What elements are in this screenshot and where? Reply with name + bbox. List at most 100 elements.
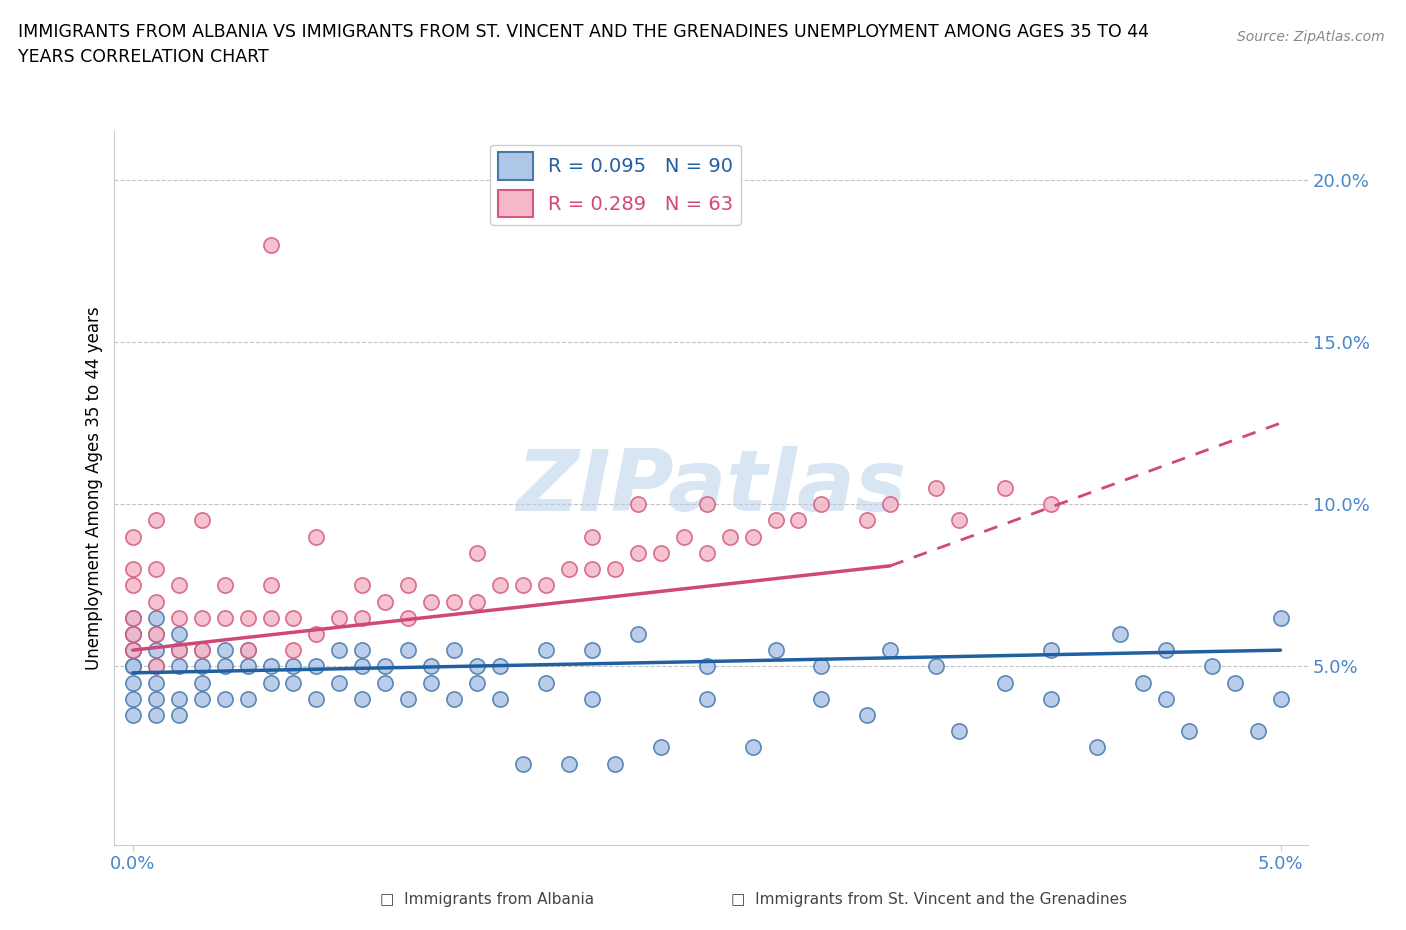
Point — [581, 529, 603, 544]
Point — [1270, 691, 1292, 706]
Point — [718, 529, 741, 544]
Point — [190, 675, 212, 690]
Point — [145, 675, 167, 690]
Point — [283, 643, 305, 658]
Point — [214, 691, 236, 706]
Point — [190, 643, 212, 658]
Point — [283, 659, 305, 674]
Point — [1132, 675, 1154, 690]
Point — [650, 545, 672, 560]
Point — [1039, 497, 1062, 512]
Point — [145, 643, 167, 658]
Point — [121, 643, 143, 658]
Point — [994, 481, 1017, 496]
Point — [190, 610, 212, 625]
Point — [121, 708, 143, 723]
Point — [925, 481, 948, 496]
Point — [214, 643, 236, 658]
Point — [167, 659, 190, 674]
Point — [1154, 643, 1177, 658]
Point — [420, 659, 443, 674]
Point — [190, 513, 212, 528]
Point — [145, 610, 167, 625]
Point — [145, 513, 167, 528]
Point — [696, 545, 718, 560]
Point — [856, 708, 879, 723]
Point — [121, 691, 143, 706]
Point — [283, 610, 305, 625]
Point — [328, 610, 350, 625]
Point — [627, 627, 650, 642]
Point — [328, 643, 350, 658]
Point — [534, 643, 557, 658]
Point — [236, 659, 259, 674]
Point — [581, 691, 603, 706]
Point — [145, 562, 167, 577]
Point — [741, 529, 763, 544]
Point — [696, 691, 718, 706]
Point — [167, 578, 190, 592]
Point — [374, 594, 396, 609]
Point — [121, 675, 143, 690]
Point — [214, 578, 236, 592]
Point — [672, 529, 695, 544]
Point — [374, 675, 396, 690]
Point — [121, 627, 143, 642]
Point — [581, 562, 603, 577]
Point — [1108, 627, 1130, 642]
Point — [465, 675, 488, 690]
Point — [489, 578, 512, 592]
Point — [581, 643, 603, 658]
Point — [283, 675, 305, 690]
Point — [305, 659, 328, 674]
Point — [145, 627, 167, 642]
Point — [512, 578, 534, 592]
Text: □  Immigrants from Albania: □ Immigrants from Albania — [380, 892, 593, 907]
Point — [465, 545, 488, 560]
Point — [396, 643, 419, 658]
Point — [879, 497, 901, 512]
Point — [305, 691, 328, 706]
Point — [1223, 675, 1246, 690]
Point — [145, 691, 167, 706]
Point — [1201, 659, 1223, 674]
Point — [167, 708, 190, 723]
Point — [190, 659, 212, 674]
Point — [236, 643, 259, 658]
Point — [305, 627, 328, 642]
Point — [214, 659, 236, 674]
Point — [167, 643, 190, 658]
Point — [603, 756, 626, 771]
Point — [1177, 724, 1199, 738]
Point — [1154, 691, 1177, 706]
Point — [420, 594, 443, 609]
Point — [305, 529, 328, 544]
Point — [236, 643, 259, 658]
Point — [1270, 610, 1292, 625]
Point — [352, 643, 374, 658]
Point — [145, 708, 167, 723]
Point — [121, 659, 143, 674]
Point — [994, 675, 1017, 690]
Point — [121, 529, 143, 544]
Point — [259, 675, 281, 690]
Point — [1039, 643, 1062, 658]
Point — [121, 562, 143, 577]
Point — [558, 756, 581, 771]
Point — [465, 659, 488, 674]
Point — [925, 659, 948, 674]
Point — [810, 659, 832, 674]
Point — [259, 659, 281, 674]
Point — [145, 627, 167, 642]
Text: Source: ZipAtlas.com: Source: ZipAtlas.com — [1237, 30, 1385, 44]
Point — [603, 562, 626, 577]
Point — [167, 643, 190, 658]
Point — [352, 610, 374, 625]
Y-axis label: Unemployment Among Ages 35 to 44 years: Unemployment Among Ages 35 to 44 years — [86, 306, 103, 670]
Point — [190, 643, 212, 658]
Point — [627, 545, 650, 560]
Point — [396, 691, 419, 706]
Point — [443, 594, 465, 609]
Point — [167, 627, 190, 642]
Point — [1246, 724, 1268, 738]
